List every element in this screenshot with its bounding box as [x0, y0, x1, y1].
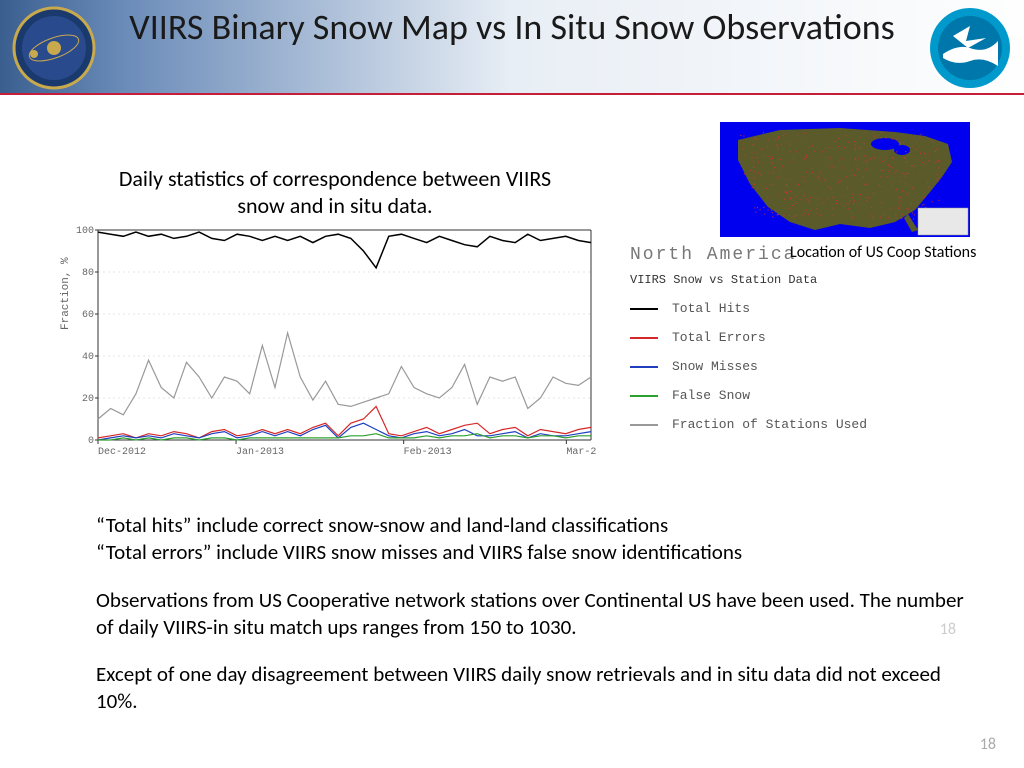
body-line-4: Except of one day disagreement between V… [96, 661, 964, 716]
chart-legend: North America VIIRS Snow vs Station Data… [630, 245, 867, 446]
page-number-ghost: 18 [940, 620, 956, 639]
header-rule [0, 93, 1024, 95]
map-caption: Location of US Coop Stations [790, 243, 976, 262]
line-chart: 0 20 40 60 80 100 Dec-2012 Jan-2013 Feb-2013 Mar-… [68, 225, 596, 460]
legend-swatch [630, 395, 658, 397]
legend-label: Snow Misses [672, 359, 758, 374]
legend-item: Total Errors [630, 330, 867, 345]
body-line-2: “Total errors” include VIIRS snow misses… [96, 539, 742, 565]
svg-text:40: 40 [82, 352, 94, 363]
noaa-logo [928, 6, 1012, 90]
us-stations-map [720, 122, 970, 237]
legend-swatch [630, 366, 658, 368]
nesdis-star-logo [12, 6, 96, 90]
body-line-1: “Total hits” include correct snow-snow a… [96, 512, 668, 538]
legend-label: Total Hits [672, 301, 750, 316]
slide-title: VIIRS Binary Snow Map vs In Situ Snow Ob… [120, 8, 904, 48]
svg-text:80: 80 [82, 268, 94, 279]
svg-text:Feb-2013: Feb-2013 [404, 446, 452, 458]
chart-subtitle: Daily statistics of correspondence betwe… [95, 165, 575, 219]
svg-text:0: 0 [88, 436, 94, 447]
svg-text:Mar-2013: Mar-2013 [566, 447, 596, 458]
page-number: 18 [980, 735, 996, 754]
legend-item: Total Hits [630, 301, 867, 316]
legend-swatch [630, 308, 658, 310]
legend-label: Fraction of Stations Used [672, 417, 867, 432]
svg-text:100: 100 [76, 226, 94, 237]
slide-header: VIIRS Binary Snow Map vs In Situ Snow Ob… [0, 0, 1024, 95]
legend-swatch [630, 337, 658, 339]
legend-item: Snow Misses [630, 359, 867, 374]
svg-text:60: 60 [82, 310, 94, 321]
legend-subtitle: VIIRS Snow vs Station Data [630, 273, 867, 287]
legend-swatch [630, 424, 658, 426]
svg-text:20: 20 [82, 394, 94, 405]
body-text: “Total hits” include correct snow-snow a… [96, 512, 964, 736]
body-line-3: Observations from US Cooperative network… [96, 587, 964, 642]
svg-text:Jan-2013: Jan-2013 [236, 447, 284, 458]
legend-label: Total Errors [672, 330, 766, 345]
svg-text:Dec-2012: Dec-2012 [98, 447, 146, 458]
legend-item: False Snow [630, 388, 867, 403]
legend-item: Fraction of Stations Used [630, 417, 867, 432]
legend-label: False Snow [672, 388, 750, 403]
